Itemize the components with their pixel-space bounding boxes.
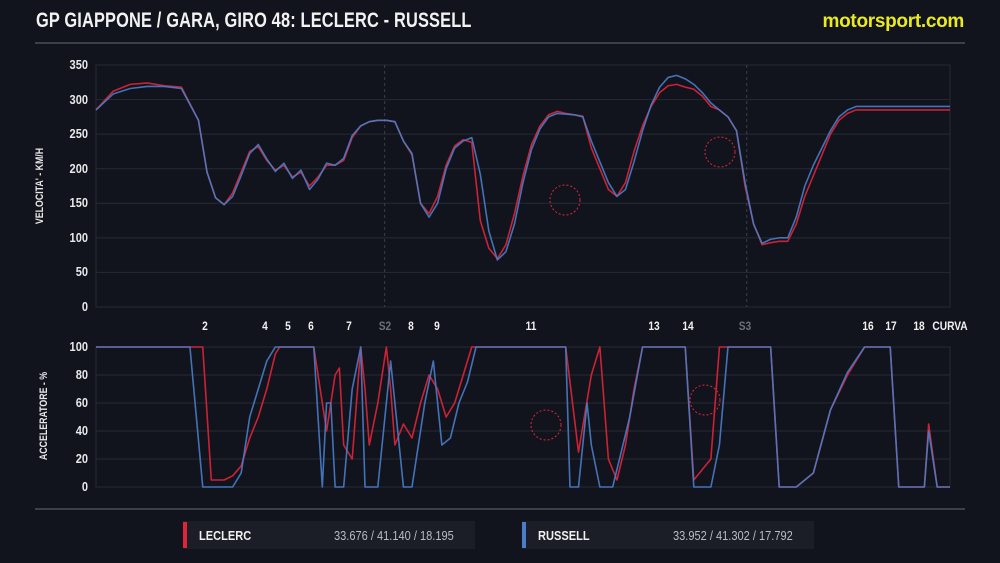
y-tick-label: 350 [69, 57, 88, 72]
y-tick-label: 100 [69, 229, 88, 245]
y-tick-label: 60 [75, 395, 88, 410]
y-tick-label: 40 [75, 423, 88, 438]
throttle-chart [95, 346, 951, 488]
y-tick-label: 200 [69, 160, 88, 176]
y-tick-label: 300 [69, 91, 88, 107]
corner-label: 4 [262, 319, 268, 333]
corner-label: 14 [682, 319, 694, 333]
y-tick-label: 150 [69, 195, 88, 211]
corner-label: 6 [308, 319, 314, 333]
corner-label: 13 [648, 319, 660, 333]
y-tick-label: 0 [81, 299, 88, 314]
y-tick-label: 50 [75, 264, 88, 280]
y-tick-label: 0 [81, 479, 88, 494]
corner-label: 5 [285, 319, 291, 333]
corner-label: 17 [885, 319, 897, 333]
sector-label: S3 [738, 319, 752, 333]
sector-label: S2 [378, 319, 392, 333]
series-line-russell [95, 74, 950, 261]
corner-label: 11 [525, 319, 537, 333]
highlight-circle [704, 136, 736, 168]
y-tick-label: 250 [69, 126, 88, 142]
highlight-circle [530, 409, 562, 441]
leclerc-color-swatch [183, 522, 187, 548]
corner-label: 2 [202, 319, 208, 333]
legend-driver-name: LECLERC [198, 527, 252, 543]
corner-label: 16 [862, 319, 874, 333]
corner-label: 8 [408, 319, 414, 333]
brand-logo[interactable]: motorsport.com [822, 11, 965, 32]
header-divider [35, 42, 965, 44]
corner-label: CURVA [932, 319, 968, 333]
highlight-circle [689, 384, 721, 416]
corner-label: 7 [346, 319, 352, 333]
y-tick-label: 100 [69, 339, 88, 354]
legend-sector-times: 33.952 / 41.302 / 17.792 [673, 527, 793, 543]
y-tick-label: 20 [75, 451, 88, 466]
series-line-leclerc [96, 346, 950, 488]
legend-leclerc: LECLERC 33.676 / 41.140 / 18.195 [183, 521, 475, 549]
russell-color-swatch [522, 522, 526, 548]
highlight-circle [549, 184, 581, 216]
speed-chart [95, 64, 951, 308]
legend-russell: RUSSELL 33.952 / 41.302 / 17.792 [522, 521, 814, 549]
y-tick-label: 80 [75, 367, 88, 382]
footer-divider [35, 508, 965, 510]
corner-label: 18 [913, 319, 925, 333]
page-title: GP GIAPPONE / GARA, GIRO 48: LECLERC - R… [36, 9, 472, 32]
corner-label: 9 [434, 319, 440, 333]
legend-sector-times: 33.676 / 41.140 / 18.195 [334, 527, 454, 543]
legend-driver-name: RUSSELL [537, 527, 590, 543]
series-line-russell [96, 346, 950, 488]
